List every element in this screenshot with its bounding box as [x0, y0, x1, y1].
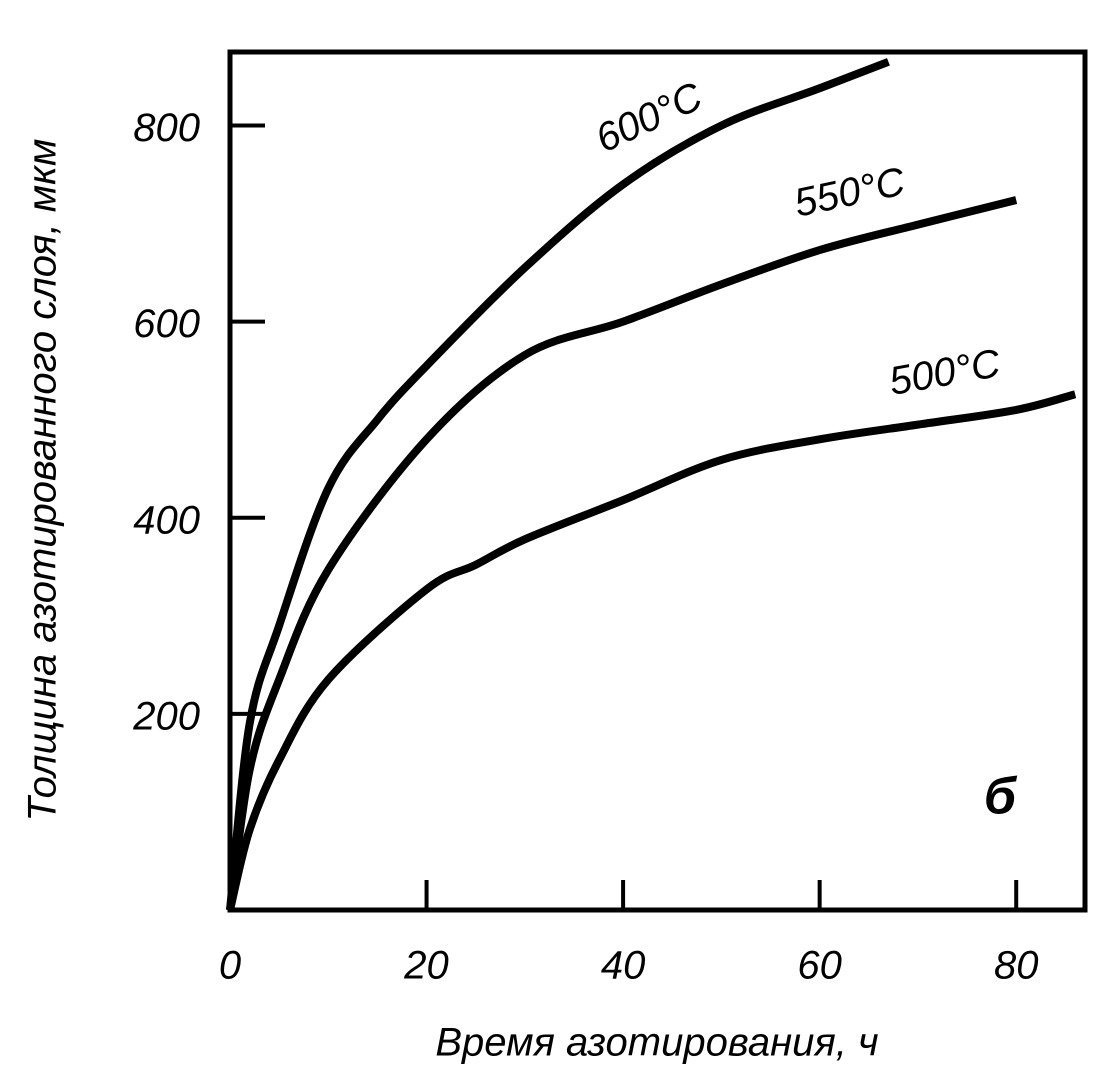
- plot-frame: [227, 49, 1088, 913]
- x-tick-label: 40: [601, 944, 646, 988]
- y-tick-label: 400: [133, 498, 200, 542]
- x-tick-label: 20: [403, 944, 449, 988]
- series-label: 600°C: [589, 74, 710, 162]
- x-tick-label: 80: [994, 944, 1039, 988]
- curve: [226, 58, 890, 911]
- x-tick-label: 0: [219, 944, 241, 988]
- curve: [226, 196, 1018, 911]
- annotation: б: [984, 768, 1018, 826]
- x-axis-title: Время азотирования, ч: [435, 1021, 878, 1065]
- series-label: 550°C: [790, 159, 909, 225]
- y-tick-label: 200: [132, 694, 200, 738]
- series-label: 500°C: [886, 341, 1005, 404]
- y-tick-label: 800: [133, 106, 200, 150]
- curve: [226, 390, 1077, 911]
- y-tick-label: 600: [133, 302, 200, 346]
- y-axis-title: Толщина азотированного слоя, мкм: [21, 139, 65, 822]
- x-tick-label: 60: [797, 944, 842, 988]
